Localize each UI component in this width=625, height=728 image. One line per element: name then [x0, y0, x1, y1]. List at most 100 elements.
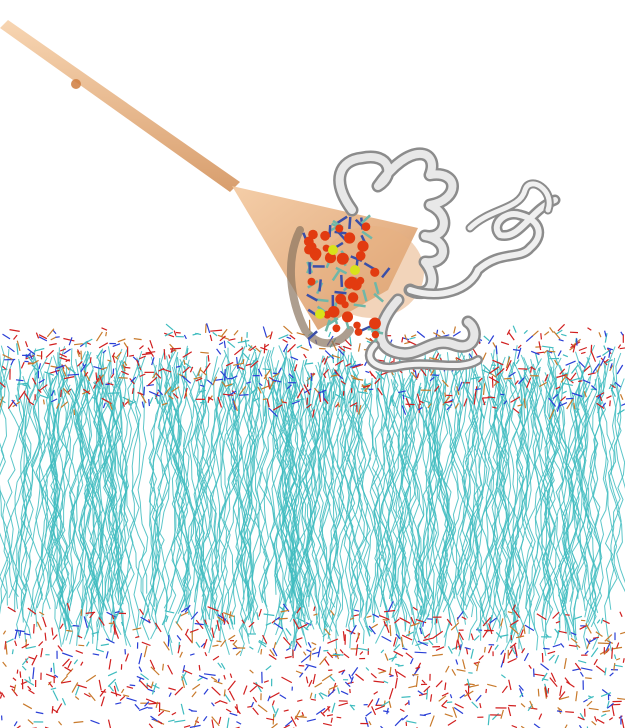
headgroup-bond — [274, 622, 284, 630]
headgroup-bond — [621, 403, 625, 407]
headgroup-bond — [5, 643, 8, 655]
headgroup-bond — [29, 354, 33, 360]
headgroup-bond — [223, 689, 226, 697]
lipid-tail — [339, 373, 365, 616]
headgroup-bond — [492, 406, 497, 409]
oxygen-atom — [369, 317, 381, 330]
headgroup-bond — [589, 637, 597, 643]
headgroup-bond — [541, 672, 548, 682]
headgroup-bond — [600, 356, 606, 367]
headgroup-bond — [441, 699, 448, 707]
headgroup-bond — [504, 377, 512, 380]
headgroup-bond — [416, 393, 421, 406]
headgroup-bond — [495, 631, 503, 639]
headgroup-bond — [380, 701, 390, 707]
headgroup-bond — [328, 331, 332, 338]
headgroup-bond — [92, 396, 98, 400]
headgroup-bond — [62, 387, 71, 396]
headgroup-bond — [475, 694, 482, 702]
headgroup-bond — [398, 390, 406, 394]
headgroup-bond — [337, 687, 340, 694]
lipid-tail — [189, 367, 208, 635]
headgroup-bond — [479, 408, 485, 420]
headgroup-bond — [25, 645, 36, 650]
headgroup-bond — [262, 326, 268, 338]
lipid-tail — [52, 372, 69, 645]
lipid-tail — [16, 359, 28, 623]
headgroup-bond — [66, 388, 72, 394]
headgroup-bond — [305, 663, 317, 669]
headgroup-bond — [221, 381, 226, 387]
headgroup-bond — [322, 722, 332, 726]
headgroup-bond — [501, 685, 508, 694]
headgroup-bond — [247, 345, 253, 351]
lipid-tail — [151, 363, 167, 630]
lipid-tail — [575, 368, 603, 630]
headgroup-bond — [323, 621, 329, 628]
headgroup-bond — [353, 614, 359, 617]
headgroup-bond — [367, 699, 374, 708]
lipid-tail — [458, 355, 493, 629]
headgroup-bond — [349, 402, 358, 408]
headgroup-bond — [228, 690, 235, 701]
headgroup-bond — [89, 357, 92, 364]
headgroup-bond — [45, 349, 55, 358]
headgroup-bond — [219, 335, 226, 342]
lipid-tail — [80, 370, 105, 651]
headgroup-bond — [27, 607, 37, 615]
headgroup-bond — [620, 631, 625, 635]
lipid-tail — [431, 364, 464, 586]
headgroup-bond — [349, 363, 361, 368]
headgroup-bond — [203, 688, 209, 695]
headgroup-bond — [560, 642, 565, 648]
headgroup-bond — [350, 676, 354, 684]
headgroup-bond — [509, 625, 519, 635]
lipid-tail — [414, 382, 437, 621]
headgroup-bond — [423, 685, 431, 693]
headgroup-bond — [470, 648, 474, 659]
headgroup-bond — [611, 646, 623, 650]
oxygen-atom — [361, 222, 371, 231]
headgroup-bond — [67, 373, 80, 376]
headgroup-bond — [162, 663, 164, 671]
headgroup-bond — [595, 665, 606, 674]
headgroup-bond — [55, 364, 65, 370]
headgroup-bond — [76, 349, 81, 355]
lipid-tail — [295, 361, 323, 598]
headgroup-bond — [209, 334, 213, 342]
lipid-tail — [0, 383, 25, 639]
lipid-tail — [433, 372, 479, 618]
headgroup-bond — [417, 406, 423, 411]
headgroup-bond — [342, 631, 346, 641]
headgroup-bond — [296, 607, 302, 614]
headgroup-bond — [52, 329, 57, 335]
lipid-tail — [493, 361, 517, 629]
headgroup-bond — [617, 409, 625, 415]
headgroup-bond — [556, 373, 568, 379]
headgroup-bond — [135, 635, 140, 639]
lipid-tail — [120, 378, 141, 592]
residue-stick — [353, 303, 366, 308]
headgroup-bond — [236, 704, 239, 713]
headgroup-bond — [297, 623, 308, 630]
lipid-tail — [111, 363, 140, 636]
lipid-tail — [532, 363, 544, 630]
headgroup-bond — [134, 703, 140, 710]
lipid-tail — [105, 379, 128, 624]
headgroup-bond — [147, 376, 158, 386]
headgroup-bond — [22, 703, 33, 710]
headgroup-bond — [312, 673, 316, 685]
headgroup-bond — [592, 636, 600, 639]
headgroup-bond — [148, 702, 161, 705]
lipid-tail — [74, 382, 99, 634]
headgroup-bond — [349, 617, 355, 621]
headgroup-bond — [622, 658, 625, 663]
headgroup-bond — [608, 349, 611, 358]
headgroup-bond — [147, 347, 155, 358]
lipid-tail — [75, 358, 124, 628]
headgroup-bond — [181, 375, 192, 384]
headgroup-bond — [278, 617, 288, 620]
headgroup-bond — [515, 359, 520, 365]
headgroup-bond — [139, 608, 144, 616]
headgroup-bond — [604, 332, 608, 343]
